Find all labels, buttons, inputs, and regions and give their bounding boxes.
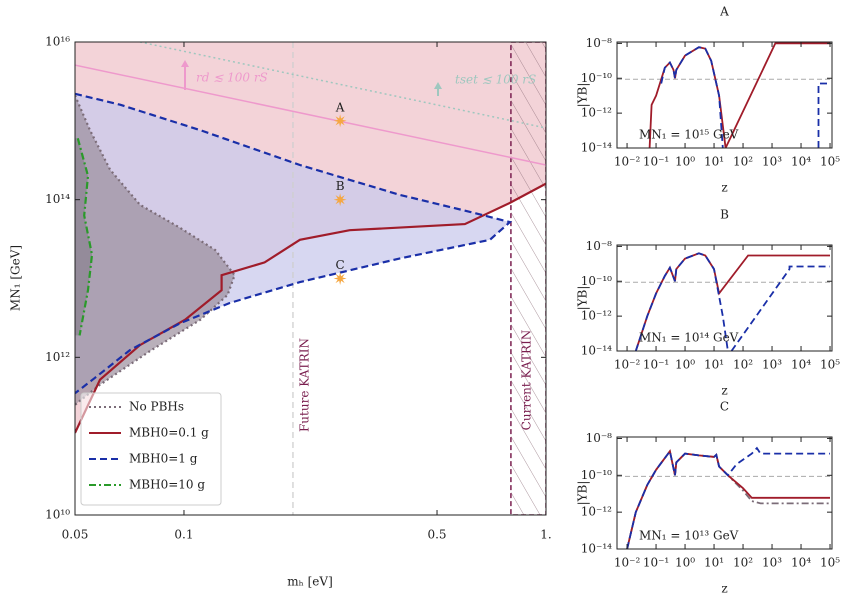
x-tick-label: 10⁴	[791, 155, 811, 169]
y-axis-label: MN₁ [GeV]	[9, 245, 23, 311]
y-tick-label: 10⁻⁸	[586, 239, 613, 253]
benchmark-marker	[333, 114, 347, 128]
legend-box	[80, 392, 222, 506]
y-axis-label: |YB|	[576, 286, 590, 311]
panel-annotation: MN₁ = 10¹⁴ GeV	[639, 331, 739, 345]
x-tick-label: 10⁻¹	[643, 556, 669, 570]
x-tick-label: 10⁴	[791, 556, 811, 570]
benchmark-label: B	[336, 179, 345, 193]
x-axis-label: z	[721, 384, 727, 398]
y-tick-label: 10⁻¹⁰	[581, 71, 612, 85]
panel-area	[617, 252, 832, 351]
plot-frame	[74, 41, 547, 516]
y-tick-label: 10⁻¹²	[581, 505, 612, 519]
curve	[626, 446, 830, 549]
region-fill	[75, 95, 235, 405]
y-tick-label: 10⁻¹⁰	[581, 274, 612, 288]
curve	[75, 92, 513, 395]
y-tick-label: 10¹²	[45, 350, 70, 364]
benchmark-label: C	[336, 258, 345, 272]
benchmark-marker	[333, 193, 347, 207]
x-tick-label: 10¹	[704, 358, 724, 372]
x-tick-label: 10³	[762, 155, 782, 169]
y-tick-label: 10¹⁴	[45, 192, 70, 206]
x-tick-label: 10⁰	[675, 358, 695, 372]
x-tick-label: 10²	[733, 556, 753, 570]
panel-title: C	[720, 400, 729, 414]
y-axis-label: |YB|	[576, 83, 590, 108]
curve	[626, 449, 830, 549]
x-tick-label: 0.05	[62, 528, 89, 542]
y-tick-label: 10⁻⁸	[586, 36, 613, 50]
y-tick-label: 10⁻¹²	[581, 309, 612, 323]
x-tick-label: 10⁵	[820, 155, 840, 169]
x-tick-label: 0.1	[174, 528, 193, 542]
y-tick-label: 10⁻¹⁴	[581, 542, 612, 556]
y-tick-label: 10¹⁶	[45, 35, 70, 49]
y-tick-label: 10⁻¹⁰	[581, 468, 612, 482]
curve	[75, 94, 236, 406]
benchmark-label: A	[335, 100, 345, 114]
bound-label: rd ≲ 100 rS	[196, 71, 268, 85]
x-tick-label: 10⁴	[791, 358, 811, 372]
katrin-hatch	[510, 42, 546, 515]
panel-annotation: MN₁ = 10¹⁵ GeV	[639, 128, 739, 142]
panel-annotation: MN₁ = 10¹³ GeV	[639, 529, 739, 543]
curve	[75, 182, 546, 434]
legend-label: No PBHs	[129, 400, 184, 414]
curve	[634, 252, 830, 351]
benchmark-marker	[333, 272, 347, 285]
x-tick-label: 10²	[733, 155, 753, 169]
x-tick-label: 10³	[762, 358, 782, 372]
plot-frame	[616, 41, 833, 149]
y-tick-label: 10⁻⁸	[586, 431, 613, 445]
bound-line	[75, 64, 546, 166]
x-tick-label: 10⁰	[675, 556, 695, 570]
y-tick-label: 10⁻¹²	[581, 106, 612, 120]
x-tick-label: 10¹	[704, 556, 724, 570]
panel-title: B	[720, 208, 729, 222]
bound-arrowhead	[434, 82, 442, 89]
y-tick-label: 10⁻¹⁴	[581, 344, 612, 358]
bound-line	[139, 42, 546, 129]
x-axis-label: z	[721, 582, 727, 596]
x-tick-label: 10¹	[704, 155, 724, 169]
y-tick-label: 10⁻¹⁴	[581, 141, 612, 155]
x-tick-label: 10³	[762, 556, 782, 570]
x-tick-label: 10⁻²	[614, 358, 641, 372]
legend-label: MBH0=10 g	[129, 478, 205, 492]
x-tick-label: 0.5	[427, 528, 446, 542]
x-tick-label: 1.	[540, 528, 551, 542]
x-tick-label: 10⁻²	[614, 556, 641, 570]
bound-arrowhead	[181, 60, 189, 67]
plot-frame	[616, 436, 833, 550]
curve	[76, 138, 94, 336]
y-tick-label: 10¹⁰	[45, 508, 70, 522]
x-axis-label: mₕ [eV]	[287, 575, 333, 589]
x-tick-label: 10⁵	[820, 358, 840, 372]
x-tick-label: 10⁻²	[614, 155, 641, 169]
legend-label: MBH0=1 g	[129, 452, 198, 466]
plot-frame	[616, 244, 833, 352]
panel-area	[617, 42, 832, 148]
plot-area	[75, 42, 546, 515]
bound-label: tset ≲ 100 rS	[455, 73, 536, 87]
x-tick-label: 10⁵	[820, 556, 840, 570]
x-tick-label: 10²	[733, 358, 753, 372]
x-axis-label: z	[721, 181, 727, 195]
x-tick-label: 10⁻¹	[643, 155, 669, 169]
x-tick-label: 10⁰	[675, 155, 695, 169]
katrin-label: Current KATRIN	[519, 330, 533, 431]
x-tick-label: 10⁻¹	[643, 358, 669, 372]
panel-title: A	[719, 5, 729, 19]
panel-area	[617, 446, 832, 549]
katrin-label: Future KATRIN	[297, 338, 311, 432]
legend-label: MBH0=0.1 g	[129, 426, 209, 440]
curve	[660, 46, 830, 148]
y-axis-label: |YB|	[576, 481, 590, 506]
